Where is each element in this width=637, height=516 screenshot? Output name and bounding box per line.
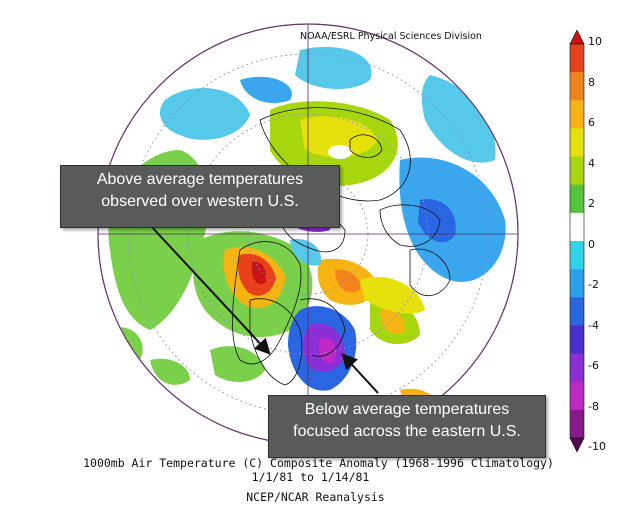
colorbar-tick-label: -6 <box>588 359 599 372</box>
colorbar-segment <box>570 72 584 101</box>
colorbar-tick-label: 0 <box>588 237 595 251</box>
colorbar-segment <box>570 353 584 383</box>
below-callout-line2: focused across the eastern U.S. <box>293 423 521 440</box>
colorbar-tick-label: 2 <box>588 197 595 210</box>
colorbar-segment <box>570 184 584 214</box>
map-caption-dates: 1/1/81 to 1/14/81 <box>251 470 370 484</box>
colorbar-segment <box>570 241 584 270</box>
above-callout-arrow <box>149 224 271 355</box>
colorbar <box>569 29 585 453</box>
colorbar-tick-label: -2 <box>588 278 599 291</box>
below-callout-line1: Below average temperatures <box>304 401 510 418</box>
colorbar-segment <box>570 325 584 355</box>
below-callout-arrow <box>341 353 379 394</box>
data-credit: NOAA/ESRL Physical Sciences Division <box>300 31 482 42</box>
colorbar-tick-label: -4 <box>588 318 599 332</box>
colorbar-segment <box>570 297 584 326</box>
colorbar-segment <box>570 409 584 439</box>
colorbar-tick-label: 10 <box>588 35 602 48</box>
colorbar-tick-label: 6 <box>588 116 595 129</box>
colorbar-segment <box>570 128 584 158</box>
colorbar-tick-label: -10 <box>588 440 606 453</box>
colorbar-top-extend <box>569 29 585 45</box>
colorbar-segment <box>570 212 584 242</box>
colorbar-segment <box>570 269 584 298</box>
above-callout-line2: observed over western U.S. <box>101 193 299 210</box>
above-callout-line1: Above average temperatures <box>96 171 304 188</box>
map-caption-source: NCEP/NCAR Reanalysis <box>246 490 385 504</box>
colorbar-tick-label: -8 <box>588 399 599 413</box>
colorbar-tick-label: 8 <box>588 75 595 89</box>
colorbar-segment <box>570 381 584 411</box>
below-average-callout: Below average temperatures focused acros… <box>268 395 546 458</box>
coastlines <box>98 24 518 444</box>
colorbar-segment <box>570 44 584 73</box>
colorbar-segment <box>570 156 584 186</box>
map-caption-title: 1000mb Air Temperature (C) Composite Ano… <box>83 456 554 470</box>
colorbar-tick-label: 4 <box>588 156 595 170</box>
colorbar-segment <box>570 100 584 129</box>
colorbar-bottom-extend <box>569 437 585 453</box>
above-average-callout: Above average temperatures observed over… <box>60 165 340 228</box>
